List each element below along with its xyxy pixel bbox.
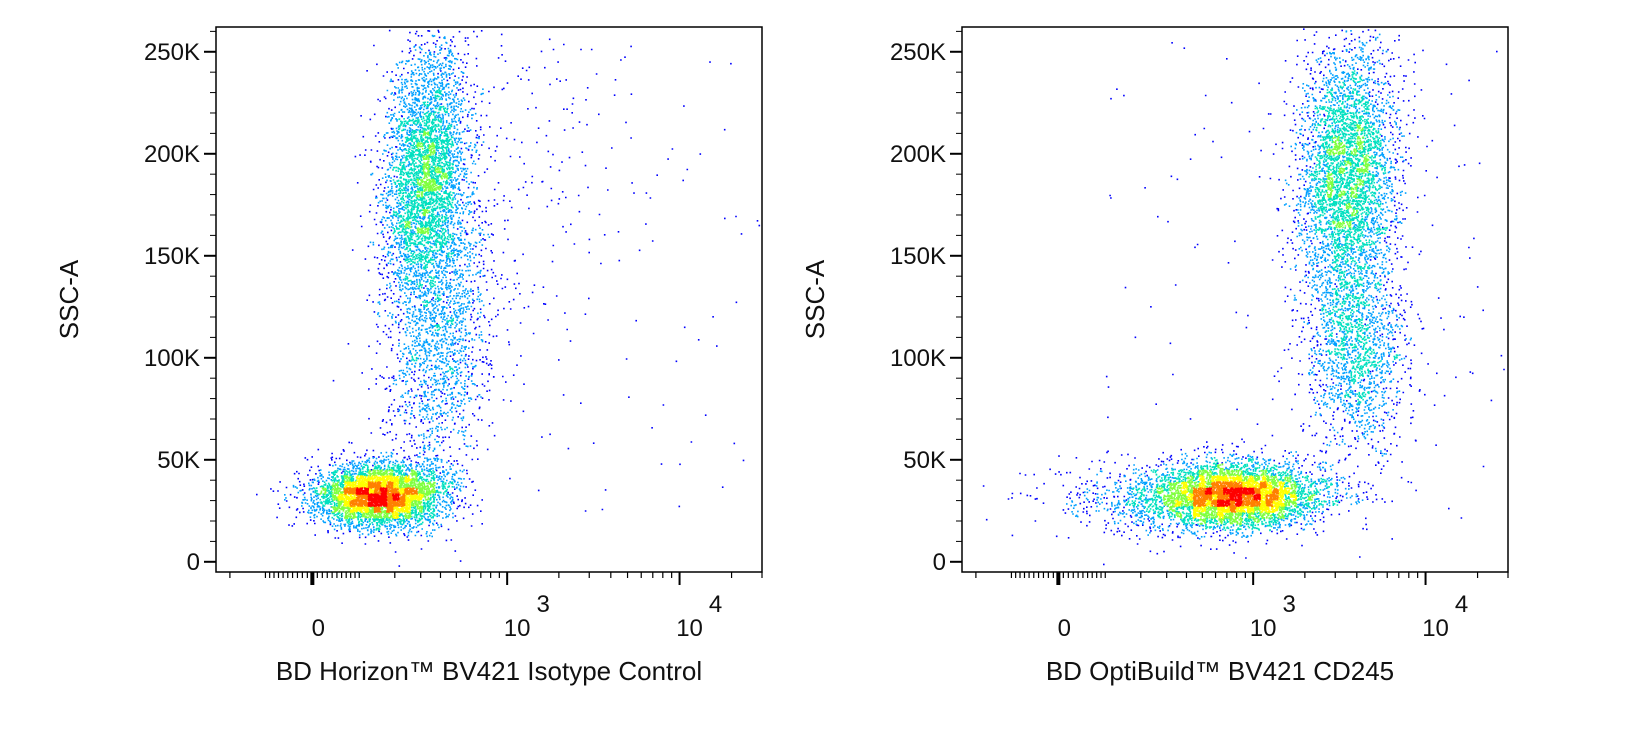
y-axis-title: SSC-A [54,259,84,339]
y-tick-label: 100K [144,345,200,372]
y-axis-title: SSC-A [800,259,830,339]
plot-frame [215,26,763,573]
y-tick-label: 250K [890,39,946,66]
event-dots-density-6 [343,481,418,513]
x-axis-title: BD OptiBuild™ BV421 CD245 [1046,656,1394,686]
plot-area [216,27,762,572]
y-tick-label: 100K [890,345,946,372]
event-dots-density-7 [1204,487,1261,507]
y-tick-label: 0 [187,549,200,576]
x-axis-title: BD Horizon™ BV421 Isotype Control [276,656,702,686]
event-dots-density-3 [313,88,455,532]
y-tick-label: 150K [144,243,200,270]
plot-frame [961,26,1509,573]
y-tick-label: 50K [903,447,946,474]
x-tick-label: 10 [504,615,531,642]
x-tick-label: 10 [676,615,703,642]
event-dots-density-5 [337,475,424,519]
event-dots-density-7 [355,487,400,507]
x-tick-label: 0 [312,615,325,642]
event-dots-density-4 [1156,124,1370,526]
y-axis: 0 50K 100K 150K 200K 250K SSC-A [54,30,216,576]
y-tick-label: 50K [157,447,200,474]
x-tick-label: 0 [1058,615,1071,642]
y-tick-label: 200K [890,141,946,168]
x-tick-label-exponent: 3 [536,591,549,618]
x-tick-label: 10 [1250,615,1277,642]
y-axis: 0 50K 100K 150K 200K 250K SSC-A [800,30,962,576]
x-tick-label-exponent: 3 [1282,591,1295,618]
x-tick-label-exponent: 4 [709,591,722,618]
x-tick-label-exponent: 4 [1455,591,1468,618]
event-dots-density-6 [1192,481,1279,513]
y-tick-label: 150K [890,243,946,270]
y-tick-label: 0 [933,549,946,576]
event-dots-density-3 [1125,70,1399,532]
y-tick-label: 250K [144,39,200,66]
x-tick-label: 10 [1422,615,1449,642]
event-dots-density-2 [284,34,491,538]
event-dots-density-4 [319,130,448,519]
y-tick-label: 200K [144,141,200,168]
